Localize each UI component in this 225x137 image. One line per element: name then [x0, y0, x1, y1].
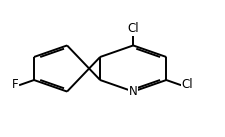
Text: Cl: Cl — [181, 78, 192, 91]
Text: F: F — [12, 78, 19, 91]
Text: N: N — [128, 85, 137, 98]
Text: Cl: Cl — [127, 22, 138, 35]
